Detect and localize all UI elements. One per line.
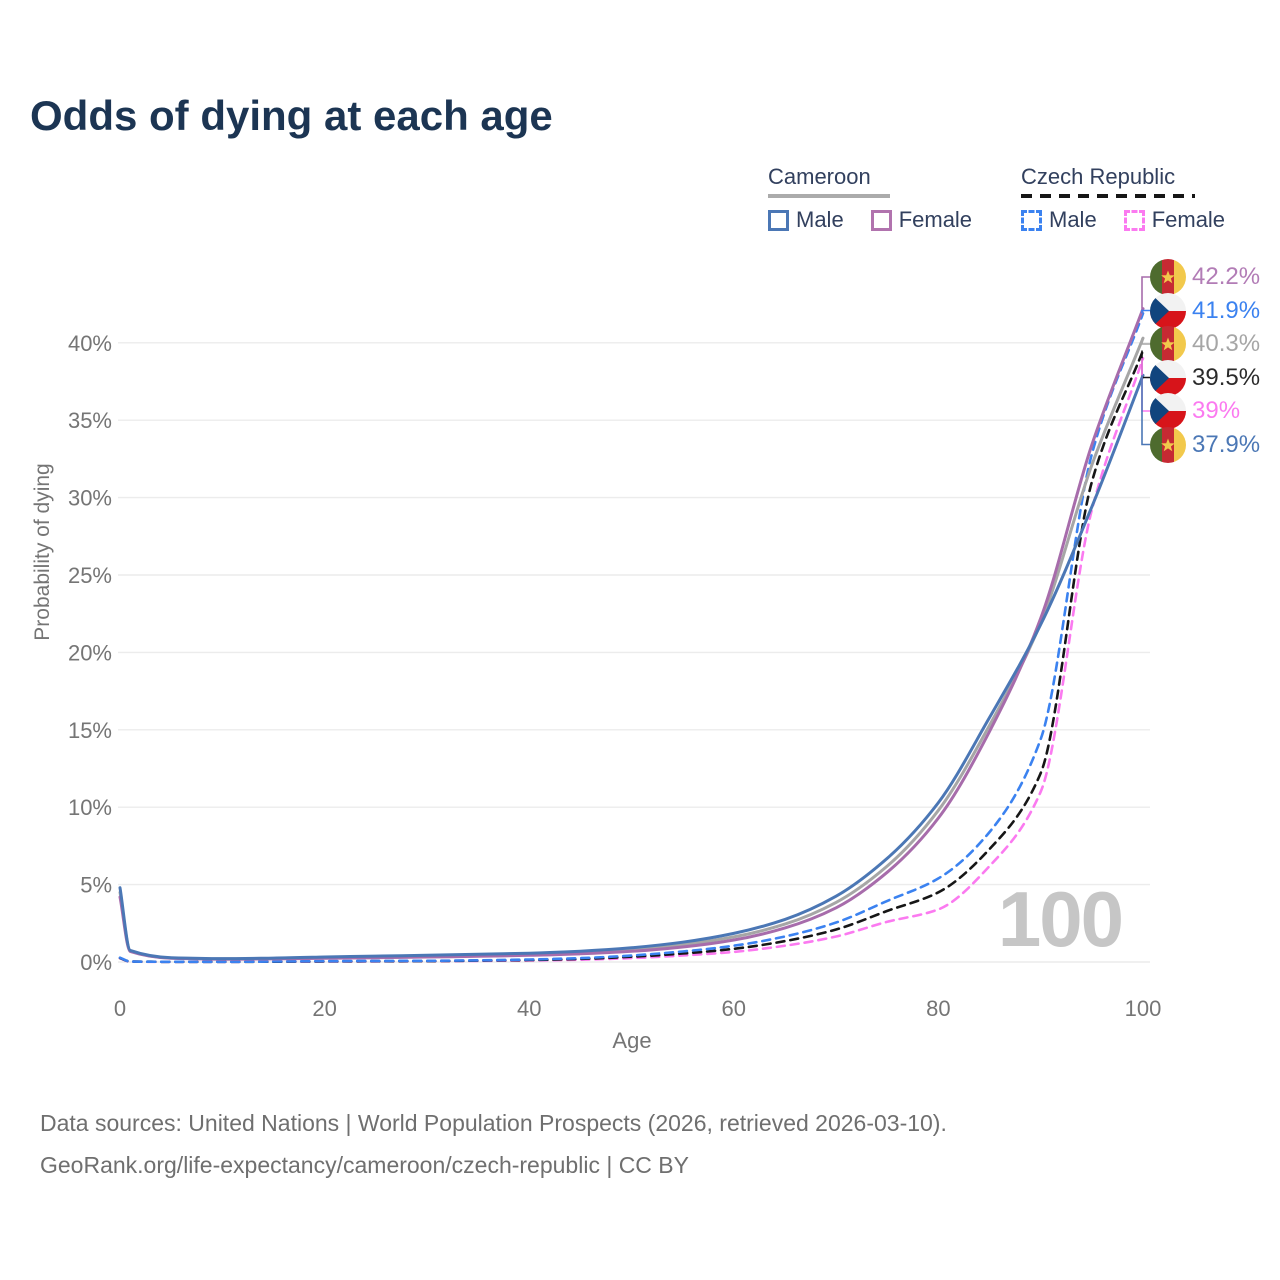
legend-label: Female — [898, 207, 973, 232]
legend-group-czech-republic: Czech Republic Male Female — [1021, 164, 1225, 233]
end-label-connector — [1141, 358, 1150, 412]
czech-flag-icon — [1150, 360, 1186, 396]
y-tick-label: 0% — [80, 950, 112, 975]
czech-republic-line-sample — [1021, 194, 1195, 198]
y-tick-label: 5% — [80, 873, 112, 898]
series-line-cameroon_both[interactable] — [118, 336, 1145, 961]
legend-item-czech-male[interactable]: Male — [1021, 207, 1097, 233]
cameroon-flag-icon — [1150, 326, 1186, 362]
y-tick-label: 40% — [68, 331, 112, 356]
x-tick-label: 100 — [1125, 996, 1162, 1021]
legend-label: Female — [1151, 207, 1226, 232]
end-label-czech-male: 41.9% — [1150, 293, 1260, 329]
end-label-connector — [1141, 309, 1150, 314]
end-label-cameroon-male: 37.9% — [1150, 427, 1260, 463]
y-tick-label: 35% — [68, 408, 112, 433]
czech-male-swatch-icon — [1021, 209, 1042, 231]
end-label-czech-both: 39.5% — [1150, 360, 1260, 396]
legend-item-czech-female[interactable]: Female — [1123, 207, 1226, 233]
legend-label: Male — [1049, 207, 1097, 232]
line-chart: 0% 5% 10% 15% 20% 25% 30% 35% 40% 0 20 40 60 80 100 — [68, 276, 1162, 1021]
y-tick-label: 30% — [68, 486, 112, 511]
legend-country-cameroon[interactable]: Cameroon — [768, 164, 871, 189]
x-tick-label: 40 — [517, 996, 541, 1021]
y-tick-label: 15% — [68, 718, 112, 743]
y-tick-label: 10% — [68, 795, 112, 820]
y-tick-label: 25% — [68, 563, 112, 588]
x-tick-label: 80 — [926, 996, 950, 1021]
end-label-connector — [1141, 338, 1150, 345]
end-label-value: 37.9% — [1192, 431, 1261, 458]
x-axis-title: Age — [612, 1028, 652, 1053]
czech-flag-icon — [1150, 293, 1186, 329]
y-axis-title: Probability of dying — [31, 463, 54, 641]
end-label-connector — [1141, 375, 1150, 446]
cameroon-flag-icon — [1150, 427, 1186, 463]
legend-group-cameroon: Cameroon Male Female — [768, 164, 972, 233]
series-line-czech_male[interactable] — [118, 312, 1145, 964]
legend-country-czech-republic[interactable]: Czech Republic — [1021, 164, 1176, 189]
czech-flag-icon — [1150, 393, 1186, 429]
end-label-value: 42.2% — [1192, 263, 1261, 290]
cameroon-male-swatch-icon — [768, 209, 789, 231]
series-line-cameroon_male[interactable] — [118, 373, 1145, 961]
end-label-value: 39% — [1192, 397, 1241, 424]
x-tick-label: 60 — [722, 996, 746, 1021]
attribution-line[interactable]: GeoRank.org/life-expectancy/cameroon/cze… — [40, 1152, 689, 1178]
data-source-line: Data sources: United Nations | World Pop… — [40, 1110, 947, 1136]
end-label-cameroon-both: 40.3% — [1150, 326, 1260, 362]
end-label-value: 39.5% — [1192, 364, 1261, 391]
end-label-cameroon-female: 42.2% — [1150, 259, 1260, 295]
czech-female-swatch-icon — [1123, 209, 1145, 231]
page-title: Odds of dying at each age — [30, 92, 553, 139]
legend-item-cameroon-male[interactable]: Male — [768, 207, 844, 233]
age-watermark: 100 — [997, 875, 1124, 963]
cameroon-female-swatch-icon — [870, 209, 892, 231]
legend-label: Male — [796, 207, 844, 232]
legend-item-cameroon-female[interactable]: Female — [870, 207, 973, 233]
cameroon-line-sample — [768, 194, 890, 198]
series-line-czech_female[interactable] — [118, 357, 1145, 964]
series-line-czech_both[interactable] — [118, 349, 1145, 964]
end-label-connector — [1141, 276, 1150, 309]
series-line-cameroon_female[interactable] — [118, 307, 1145, 961]
x-tick-label: 0 — [114, 996, 126, 1021]
end-label-value: 40.3% — [1192, 330, 1261, 357]
end-label-czech-female: 39% — [1150, 393, 1240, 429]
end-label-connector — [1141, 350, 1150, 379]
end-label-value: 41.9% — [1192, 297, 1261, 324]
x-tick-label: 20 — [312, 996, 336, 1021]
y-tick-label: 20% — [68, 640, 112, 665]
cameroon-flag-icon — [1150, 259, 1186, 295]
